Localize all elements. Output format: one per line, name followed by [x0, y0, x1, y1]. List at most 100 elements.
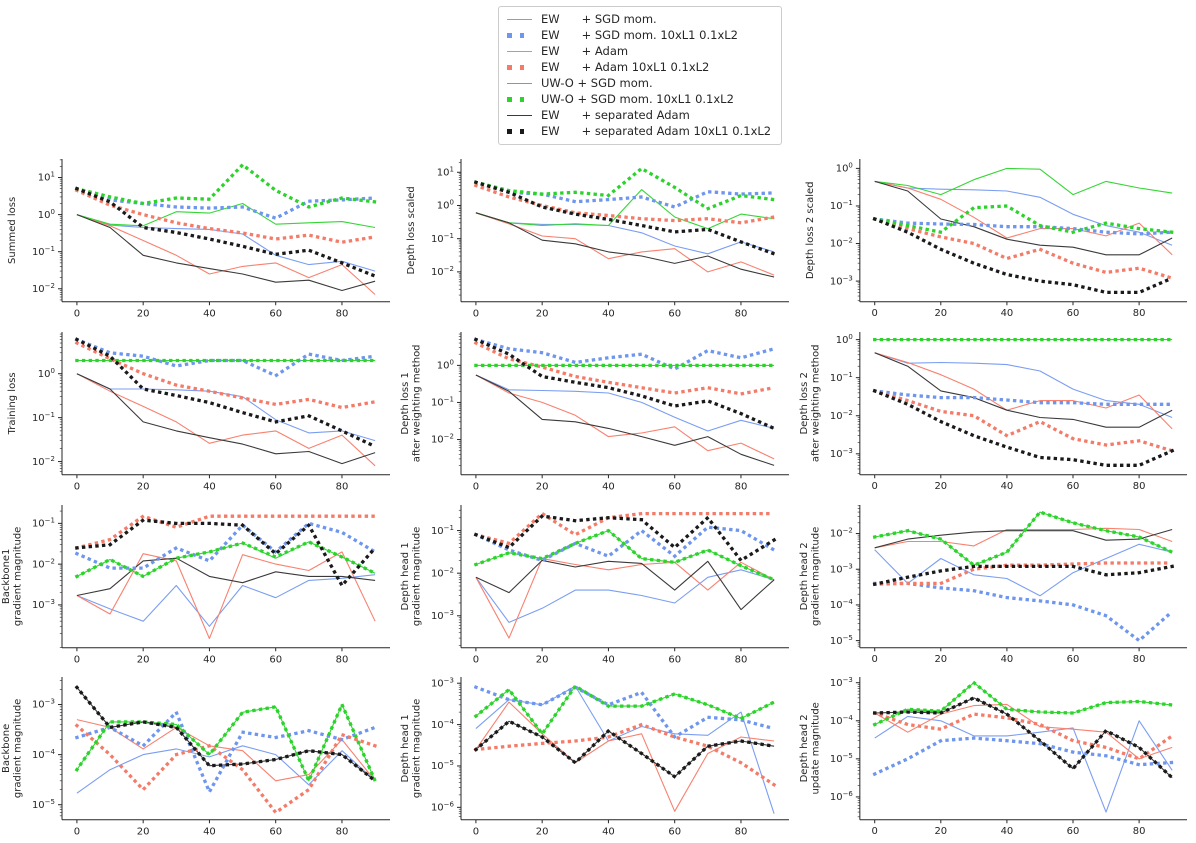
- legend-label: UW-O + SGD mom.: [541, 76, 653, 90]
- svg-text:101: 101: [38, 171, 55, 184]
- svg-text:20: 20: [536, 654, 549, 665]
- svg-text:60: 60: [1067, 826, 1080, 837]
- subplot-depth-head-2-update-magnitude: 10−3 10−4 10−5 10−6 0 20 40 60 80 Depth head 2 upd…: [798, 670, 1196, 843]
- series-line: [475, 701, 775, 813]
- svg-text:10−2: 10−2: [32, 557, 55, 570]
- svg-text:10−1: 10−1: [431, 232, 454, 245]
- legend-entry: UW-O + SGD mom. 10xL1 0.1xL2: [507, 92, 771, 107]
- subplot-depth-loss-scaled: 101 100 10−1 10−2 0 20 40 60 80 Depth loss scaled: [399, 152, 798, 325]
- svg-text:20: 20: [137, 654, 150, 665]
- legend-label: EW + Adam 10xL1 0.1xL2: [541, 60, 710, 74]
- svg-text:100: 100: [437, 199, 454, 212]
- svg-text:after weighting method: after weighting method: [412, 344, 423, 462]
- svg-text:Depth loss 1: Depth loss 1: [400, 372, 411, 435]
- legend-swatch-green-dotted: [507, 97, 541, 102]
- subplot-canvas: 101 100 10−1 10−2 0 20 40 60 80 Depth loss scaled: [406, 159, 789, 319]
- svg-text:gradient magnitude: gradient magnitude: [13, 699, 24, 798]
- series-line: [75, 517, 378, 588]
- svg-text:Depth head 1: Depth head 1: [400, 715, 411, 783]
- subplot-backbone1-gradient-magnitude: 10−1 10−2 10−3 0 20 40 60 80 Backbone1 gradient m…: [0, 498, 399, 671]
- svg-text:40: 40: [203, 654, 216, 665]
- series-line: [872, 216, 1175, 295]
- svg-text:80: 80: [336, 827, 349, 838]
- svg-text:60: 60: [1067, 481, 1080, 492]
- legend-label: EW + SGD mom. 10xL1 0.1xL2: [541, 28, 738, 42]
- legend-swatch-blue-solid: [507, 19, 541, 20]
- series-line: [76, 202, 376, 229]
- svg-text:10−1: 10−1: [431, 395, 454, 408]
- series-line: [473, 684, 777, 737]
- svg-text:20: 20: [137, 481, 150, 492]
- series-line: [74, 188, 377, 244]
- svg-text:0: 0: [74, 481, 80, 492]
- series-line: [873, 581, 1175, 643]
- svg-text:gradient magnitude: gradient magnitude: [810, 526, 821, 625]
- series-line: [874, 716, 1173, 813]
- svg-text:gradient magnitude: gradient magnitude: [412, 699, 423, 798]
- subplot-canvas: 101 100 10−1 10−2 0 20 40 60 80 Summed loss: [7, 159, 390, 319]
- svg-text:0: 0: [872, 481, 878, 492]
- svg-text:10−1: 10−1: [431, 523, 454, 536]
- series-line: [874, 167, 1173, 196]
- svg-text:40: 40: [602, 827, 615, 838]
- svg-text:0: 0: [74, 827, 80, 838]
- series-line: [475, 568, 775, 623]
- svg-text:10−1: 10−1: [32, 516, 55, 529]
- series-line: [874, 352, 1173, 428]
- legend-label: EW + SGD mom.: [541, 12, 657, 26]
- series-line: [74, 700, 378, 786]
- svg-text:10−3: 10−3: [32, 698, 55, 711]
- svg-text:20: 20: [934, 654, 947, 665]
- svg-text:40: 40: [203, 827, 216, 838]
- svg-text:100: 100: [38, 367, 55, 380]
- series-line: [76, 745, 376, 794]
- svg-text:Backbone: Backbone: [1, 724, 12, 773]
- svg-text:80: 80: [735, 481, 748, 492]
- series-line: [475, 212, 775, 276]
- series-line: [74, 685, 378, 784]
- series-line: [872, 563, 1175, 586]
- subplot-canvas: 100 10−1 10−2 10−3 0 20 40 60 80 Depth loss 2 afte…: [799, 331, 1188, 492]
- svg-text:40: 40: [203, 308, 216, 319]
- subplot-canvas: 10−3 10−4 10−5 0 20 40 60 80 Backbone gradient ma…: [1, 677, 390, 838]
- svg-text:60: 60: [269, 654, 282, 665]
- svg-text:10−3: 10−3: [431, 677, 454, 690]
- legend-swatch-red-solid: [507, 51, 541, 52]
- svg-text:Depth head 2: Depth head 2: [799, 542, 810, 610]
- series-line: [475, 374, 775, 460]
- subplot-canvas: 10−3 10−4 10−5 10−6 0 20 40 60 80 Depth head 2 upd…: [799, 676, 1188, 838]
- svg-text:60: 60: [1067, 308, 1080, 319]
- subplot-depth-loss-2-after-weighting: 100 10−1 10−2 10−3 0 20 40 60 80 Depth loss 2 afte…: [798, 325, 1196, 498]
- svg-text:0: 0: [473, 308, 479, 319]
- svg-text:80: 80: [1133, 481, 1146, 492]
- svg-text:0: 0: [473, 827, 479, 838]
- svg-text:after weighting method: after weighting method: [810, 344, 821, 462]
- legend-entry: UW-O + SGD mom.: [507, 76, 771, 91]
- svg-text:10−2: 10−2: [431, 566, 454, 579]
- svg-text:20: 20: [934, 308, 947, 319]
- series-line: [76, 372, 376, 441]
- subplot-depth-head-2-gradient-magnitude: 10−2 10−3 10−4 10−5 0 20 40 60 80 Depth head 2 gra…: [798, 498, 1196, 671]
- series-line: [874, 543, 1173, 596]
- series-line: [74, 337, 377, 378]
- svg-text:40: 40: [602, 654, 615, 665]
- subplot-backbone-gradient-magnitude: 10−3 10−4 10−5 0 20 40 60 80 Backbone gradient ma…: [0, 670, 399, 843]
- series-line: [76, 214, 376, 295]
- series-line: [76, 573, 376, 627]
- series-line: [475, 374, 775, 466]
- series-line: [473, 180, 776, 209]
- series-line: [873, 696, 1175, 781]
- svg-text:10−6: 10−6: [830, 790, 853, 803]
- svg-text:10−1: 10−1: [32, 411, 55, 424]
- series-line: [473, 513, 777, 563]
- subplot-canvas: 10−3 10−4 10−5 10−6 0 20 40 60 80 Depth head 1 gra…: [400, 677, 789, 838]
- series-line: [872, 680, 1174, 727]
- series-line: [874, 511, 1173, 566]
- svg-text:60: 60: [269, 827, 282, 838]
- svg-text:20: 20: [137, 308, 150, 319]
- svg-text:60: 60: [1067, 654, 1080, 665]
- series-line: [874, 527, 1173, 548]
- series-line: [872, 204, 1174, 235]
- series-line: [874, 180, 1173, 246]
- svg-text:Depth loss 2 scaled: Depth loss 2 scaled: [805, 182, 816, 280]
